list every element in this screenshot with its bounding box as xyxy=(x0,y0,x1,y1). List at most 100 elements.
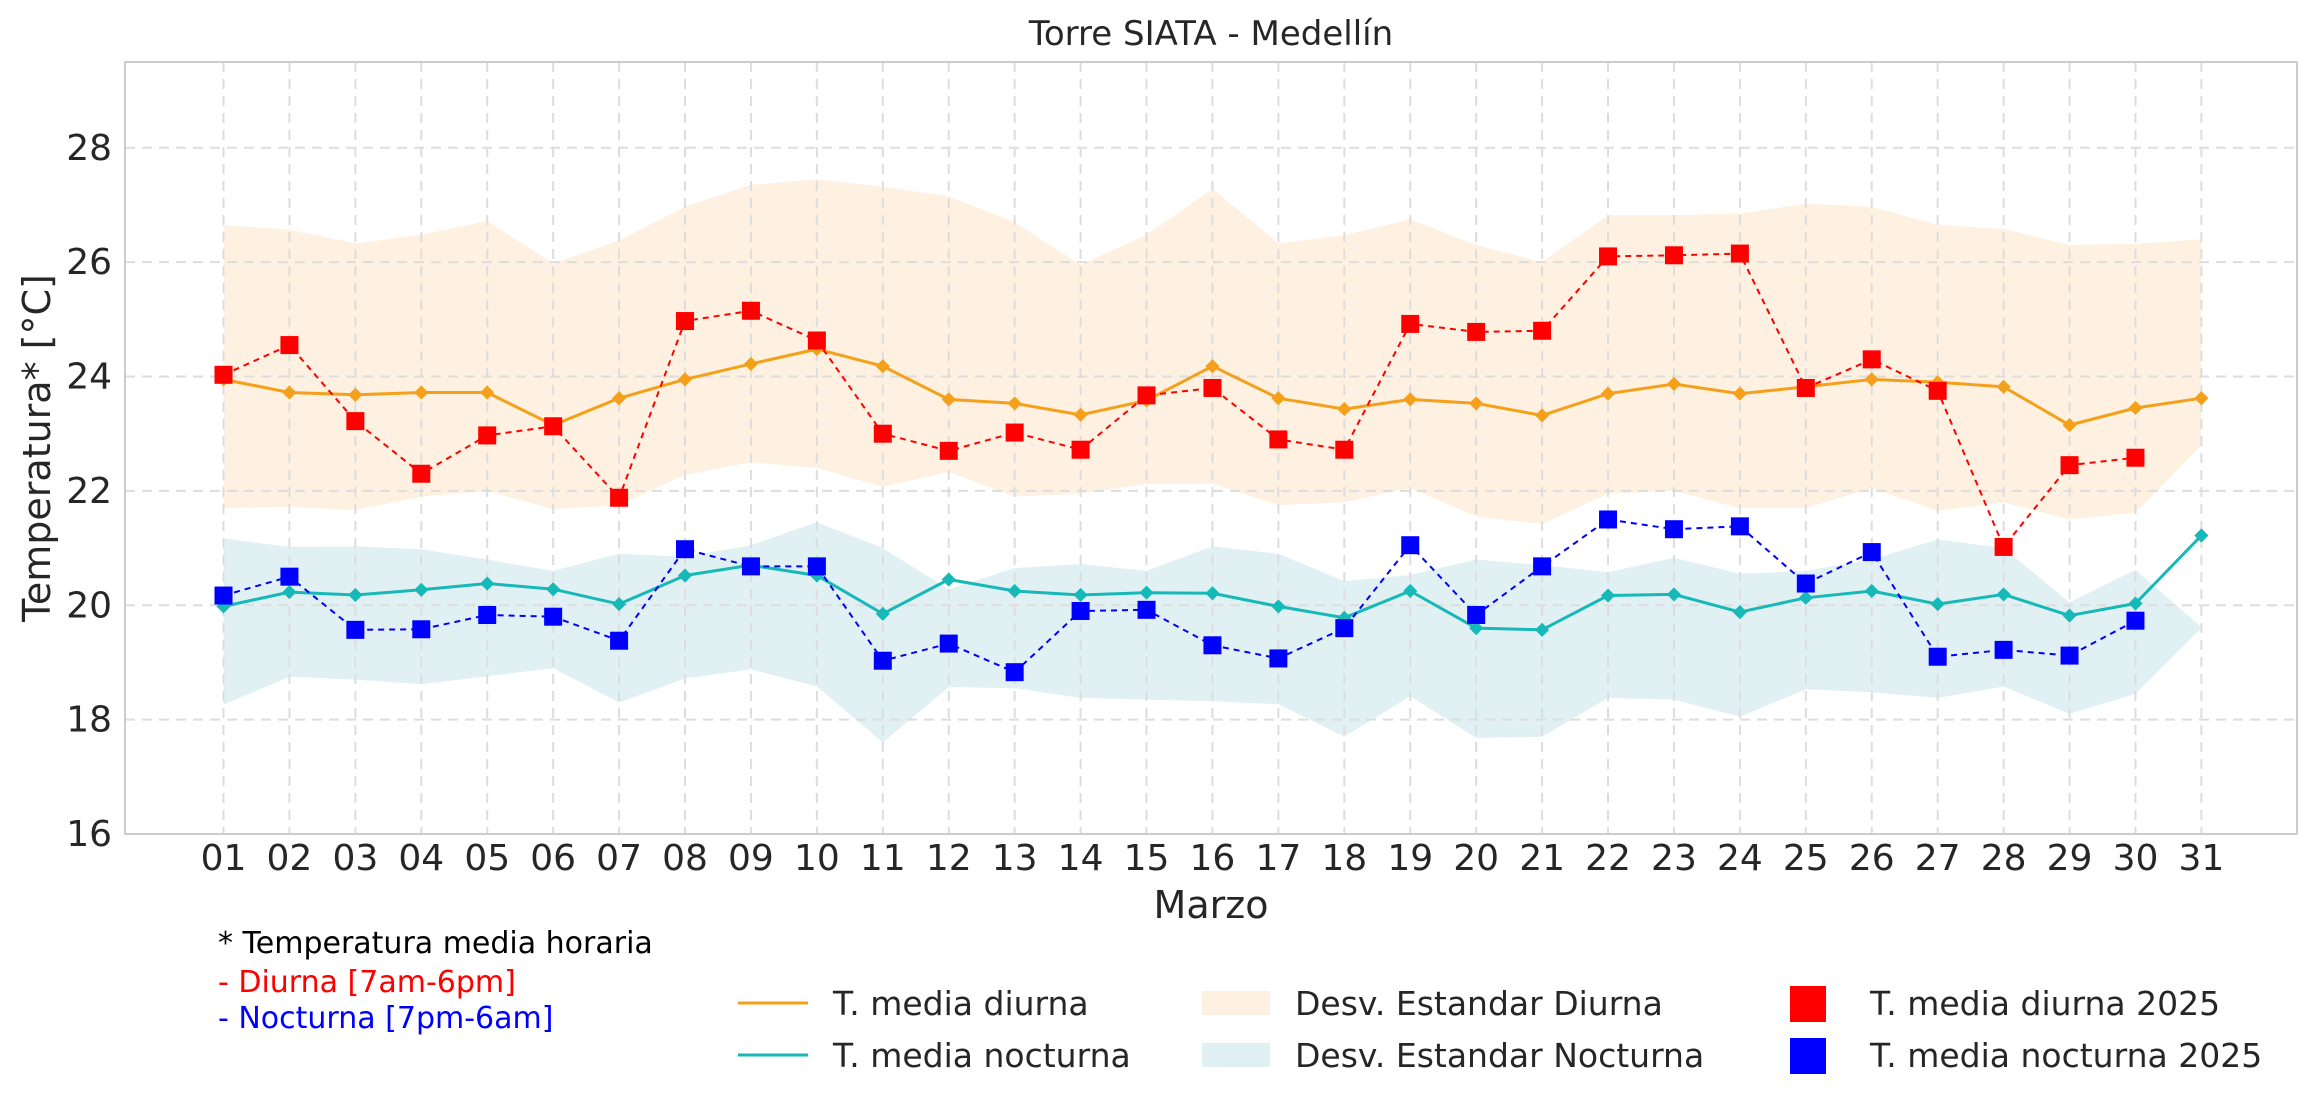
series-point-4 xyxy=(1269,430,1288,449)
chart-title: Torre SIATA - Medellín xyxy=(1028,14,1393,54)
series-point-4 xyxy=(807,331,826,350)
series-point-0 xyxy=(1205,359,1220,374)
x-tick-label: 22 xyxy=(1585,838,1631,879)
series-line-4 xyxy=(223,252,2136,549)
series-point-0 xyxy=(1403,392,1418,407)
y-tick-label: 18 xyxy=(66,700,112,741)
series-point-5 xyxy=(412,620,431,639)
legend-item-day-std: Desv. Estandar Diurna xyxy=(1202,984,1663,1023)
legend-item-day-mean: T. media diurna xyxy=(738,984,1089,1023)
x-tick-label: 10 xyxy=(794,838,840,879)
x-tick-label: 05 xyxy=(464,838,510,879)
series-point-4 xyxy=(610,488,629,507)
x-tick-label: 31 xyxy=(2178,838,2224,879)
series-point-4 xyxy=(741,301,760,320)
series-point-4 xyxy=(1664,246,1683,265)
series-point-5 xyxy=(478,605,497,624)
legend-label-night-mean: T. media nocturna xyxy=(832,1036,1131,1075)
series-point-1 xyxy=(282,585,297,600)
series-point-0 xyxy=(1996,379,2011,394)
x-tick-label: 23 xyxy=(1651,838,1697,879)
series-point-1 xyxy=(414,582,429,597)
series-point-4 xyxy=(873,424,892,443)
series-point-0 xyxy=(414,385,429,400)
series-point-5 xyxy=(1599,510,1618,529)
series-point-5 xyxy=(676,540,695,559)
series-point-0 xyxy=(677,372,693,387)
x-tick-labels: 01 02 03 04 05 06 07 08 09 10 11 12 13 14 15 16 17 18 19 20… xyxy=(201,838,2225,879)
x-tick-label: 12 xyxy=(926,838,972,879)
temperature-notes: * Temperatura media horaria - Diurna [7a… xyxy=(218,926,653,1036)
series-point-4 xyxy=(346,412,365,431)
series-point-1 xyxy=(1535,622,1550,637)
x-tick-label: 08 xyxy=(662,838,708,879)
legend-item-night-2025: T. media nocturna 2025 xyxy=(1790,1036,2262,1075)
series-point-1 xyxy=(677,568,693,583)
y-tick-label: 16 xyxy=(66,814,112,855)
legend-label-night-2025: T. media nocturna 2025 xyxy=(1869,1036,2262,1075)
series-point-4 xyxy=(1796,378,1815,397)
series-point-1 xyxy=(1798,590,1813,605)
series-point-4 xyxy=(676,312,695,331)
series-point-1 xyxy=(1007,583,1022,599)
series-point-1 xyxy=(348,587,363,603)
series-point-5 xyxy=(1269,649,1288,668)
x-tick-label: 24 xyxy=(1717,838,1763,879)
series-line-5 xyxy=(223,518,2136,674)
series-point-4 xyxy=(1730,244,1749,263)
series-point-5 xyxy=(873,651,892,670)
series-point-0 xyxy=(1535,408,1550,423)
legend-label-day-std: Desv. Estandar Diurna xyxy=(1295,984,1663,1023)
series-point-5 xyxy=(1994,640,2013,659)
x-tick-label: 17 xyxy=(1255,838,1301,879)
series-point-1 xyxy=(1666,587,1682,602)
y-tick-label: 20 xyxy=(66,585,112,626)
series-point-0 xyxy=(1271,391,1286,406)
series-point-5 xyxy=(1862,543,1881,562)
y-tick-labels: 16 18 20 22 24 26 28 xyxy=(66,128,112,855)
series-point-5 xyxy=(1533,557,1552,576)
series-point-5 xyxy=(1203,636,1222,655)
series-point-1 xyxy=(1996,587,2011,602)
y-tick-label: 26 xyxy=(66,242,112,283)
x-tick-label: 16 xyxy=(1190,838,1236,879)
series-point-4 xyxy=(1401,314,1420,333)
series-point-4 xyxy=(412,464,431,483)
x-tick-label: 20 xyxy=(1453,838,1499,879)
series-point-4 xyxy=(2060,456,2079,475)
x-tick-label: 07 xyxy=(596,838,642,879)
series-point-1 xyxy=(1732,605,1747,620)
series-point-5 xyxy=(2126,611,2145,630)
x-axis-label: Marzo xyxy=(1154,883,1269,927)
series-point-4 xyxy=(1928,381,1947,400)
series-point-5 xyxy=(2060,646,2079,665)
x-tick-label: 03 xyxy=(332,838,378,879)
series-point-1 xyxy=(941,572,956,587)
series-point-0 xyxy=(1864,372,1879,387)
series-point-0 xyxy=(1337,402,1352,417)
series-point-5 xyxy=(939,634,958,653)
x-tick-label: 26 xyxy=(1849,838,1895,879)
x-tick-label: 06 xyxy=(530,838,576,879)
series-point-0 xyxy=(1007,396,1022,411)
y-tick-label: 22 xyxy=(66,471,112,512)
series-point-5 xyxy=(1071,601,1090,620)
series-point-4 xyxy=(280,336,299,355)
x-tick-label: 27 xyxy=(1915,838,1961,879)
series-point-4 xyxy=(478,426,497,445)
series-point-4 xyxy=(1335,440,1354,459)
note-hourly-mean: * Temperatura media horaria xyxy=(218,926,653,961)
x-tick-label: 04 xyxy=(398,838,444,879)
x-tick-label: 11 xyxy=(860,838,906,879)
plot-frame xyxy=(124,61,2298,835)
x-tick-label: 15 xyxy=(1124,838,1170,879)
x-tick-label: 28 xyxy=(1981,838,2027,879)
x-tick-label: 01 xyxy=(201,838,247,879)
x-tick-label: 09 xyxy=(728,838,774,879)
series-point-1 xyxy=(1930,597,1945,612)
series-point-0 xyxy=(743,356,759,372)
series-point-1 xyxy=(1864,583,1879,599)
series-point-5 xyxy=(346,620,365,639)
legend-label-night-std: Desv. Estandar Nocturna xyxy=(1295,1036,1704,1075)
